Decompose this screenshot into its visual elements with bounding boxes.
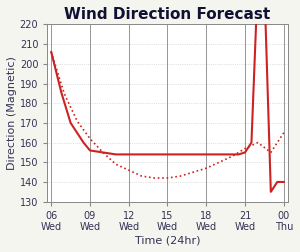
Y-axis label: Direction (Magnetic): Direction (Magnetic) [7, 56, 17, 170]
X-axis label: Time (24hr): Time (24hr) [135, 235, 200, 245]
Title: Wind Direction Forecast: Wind Direction Forecast [64, 7, 271, 22]
